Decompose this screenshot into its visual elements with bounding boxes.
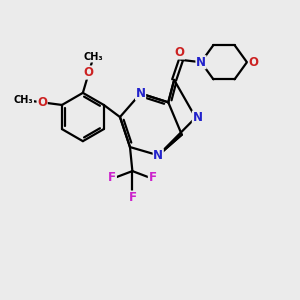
Text: CH₃: CH₃ bbox=[14, 95, 34, 105]
Text: O: O bbox=[84, 66, 94, 79]
Text: N: N bbox=[153, 149, 163, 162]
Text: O: O bbox=[248, 56, 258, 69]
Text: N: N bbox=[192, 111, 203, 124]
Text: O: O bbox=[37, 96, 47, 109]
Text: F: F bbox=[148, 171, 156, 184]
Text: F: F bbox=[108, 171, 116, 184]
Text: N: N bbox=[136, 87, 146, 100]
Text: CH₃: CH₃ bbox=[84, 52, 103, 62]
Text: N: N bbox=[196, 56, 206, 69]
Text: O: O bbox=[175, 46, 184, 59]
Text: F: F bbox=[128, 191, 136, 204]
